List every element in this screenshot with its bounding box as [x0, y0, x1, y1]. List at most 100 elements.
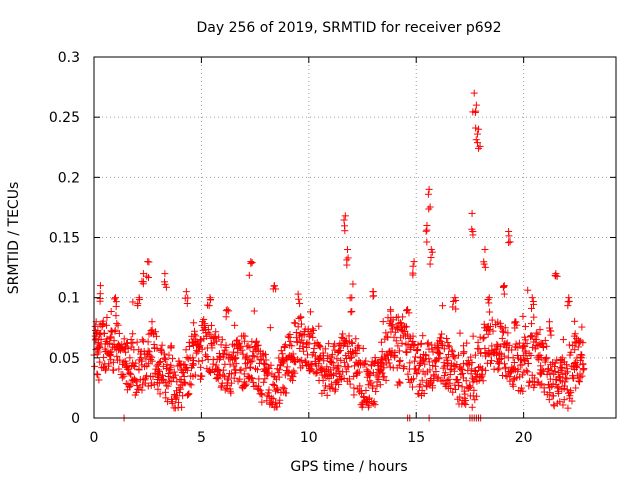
data-point [448, 346, 456, 354]
data-point [433, 375, 441, 383]
data-point [214, 375, 222, 383]
data-point [125, 369, 133, 377]
data-point [422, 227, 430, 235]
data-point [225, 307, 233, 315]
data-point [394, 325, 402, 333]
data-point [91, 362, 99, 370]
data-point [504, 329, 512, 337]
data-point [306, 308, 314, 316]
data-point [267, 361, 275, 369]
data-point [171, 371, 179, 379]
data-point [486, 308, 494, 316]
data-point [505, 232, 513, 240]
data-point [200, 315, 208, 323]
data-point [473, 392, 481, 400]
data-point [536, 381, 544, 389]
data-point [295, 295, 303, 303]
data-point [541, 336, 549, 344]
data-point [253, 342, 261, 350]
data-point [139, 337, 147, 345]
data-point [148, 326, 156, 334]
data-point [349, 280, 357, 288]
data-point [436, 350, 444, 358]
data-point [456, 329, 464, 337]
data-point [326, 366, 334, 374]
data-point [388, 347, 396, 355]
data-point [440, 345, 448, 353]
data-point [183, 366, 191, 374]
chart-title: Day 256 of 2019, SRMTID for receiver p69… [196, 20, 501, 36]
data-point [524, 286, 532, 294]
data-point [398, 339, 406, 347]
data-point [129, 298, 137, 306]
data-point [272, 285, 280, 293]
data-point [297, 356, 305, 364]
data-point [244, 342, 252, 350]
data-point [115, 365, 123, 373]
data-point [424, 339, 432, 347]
data-point [579, 339, 587, 347]
data-point [145, 258, 153, 266]
data-point [432, 358, 440, 366]
data-point [343, 246, 351, 254]
data-point [299, 342, 307, 350]
data-point [362, 357, 370, 365]
data-point [510, 359, 518, 367]
data-point [224, 376, 232, 384]
data-point [425, 205, 433, 213]
data-point [249, 378, 257, 386]
data-point [156, 390, 164, 398]
data-point [346, 380, 354, 388]
data-point [497, 322, 505, 330]
data-point [480, 260, 488, 268]
data-point [184, 390, 192, 398]
data-point [378, 369, 386, 377]
data-point [126, 382, 134, 390]
data-point [549, 392, 557, 400]
data-point [269, 380, 277, 388]
data-point [245, 271, 253, 279]
data-point [334, 361, 342, 369]
data-point [519, 312, 527, 320]
data-point [183, 300, 191, 308]
data-point [148, 357, 156, 365]
data-point [404, 370, 412, 378]
data-point [255, 382, 263, 390]
data-point [423, 238, 431, 246]
data-point [103, 313, 111, 321]
data-point [579, 360, 587, 368]
data-point [472, 124, 480, 132]
data-point [534, 330, 542, 338]
data-point [414, 341, 422, 349]
data-point [215, 366, 223, 374]
data-point [230, 348, 238, 356]
tick-labels: 0 5 10 15 20 0 0.05 0.1 0.15 0.2 0.25 0.3 [49, 50, 533, 446]
data-point [333, 377, 341, 385]
data-point [473, 139, 481, 147]
data-point [124, 365, 132, 373]
data-point [571, 346, 579, 354]
data-point [452, 385, 460, 393]
data-point [399, 364, 407, 372]
y-tick-label: 0.1 [58, 291, 80, 307]
data-point [115, 329, 123, 337]
data-point [226, 360, 234, 368]
data-point [399, 313, 407, 321]
data-point [337, 356, 345, 364]
data-point [288, 372, 296, 380]
data-point [566, 392, 574, 400]
data-point [498, 334, 506, 342]
data-point [502, 340, 510, 348]
data-point [458, 365, 466, 373]
data-point [483, 326, 491, 334]
data-point [471, 351, 479, 359]
data-point [267, 399, 275, 407]
data-point [96, 331, 104, 339]
data-point [472, 107, 480, 115]
data-point [361, 361, 369, 369]
data-point [413, 369, 421, 377]
data-point [431, 357, 439, 365]
data-point [545, 396, 553, 404]
data-point [459, 342, 467, 350]
